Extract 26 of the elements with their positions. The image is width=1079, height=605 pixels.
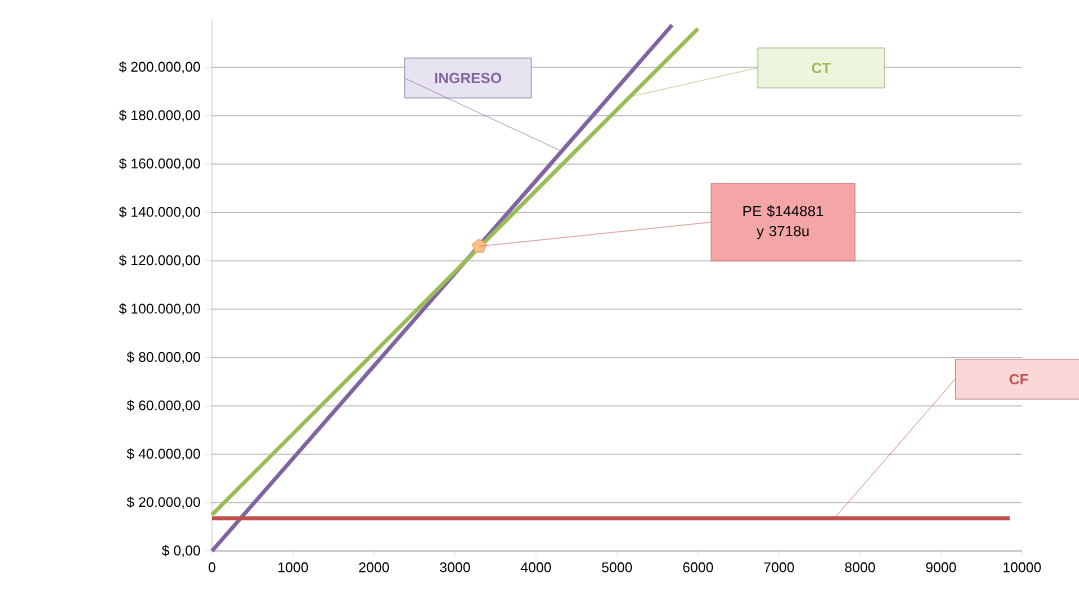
y-tick-label: $ 100.000,00	[119, 303, 201, 316]
text: CF	[1009, 373, 1029, 385]
y-tick-label: $ 20.000,00	[126, 496, 201, 509]
x-tick-label: 6000	[683, 562, 714, 573]
y-tick-label: $ 60.000,00	[126, 399, 201, 412]
annotation: PE $144881 y 3718u	[743, 205, 824, 240]
y-tick-label: $ 80.000,00	[126, 351, 201, 364]
y-tick-label: $ 120.000,00	[119, 254, 201, 267]
x-tick-label: 2000	[359, 562, 390, 573]
x-tick-label: 7000	[764, 562, 795, 573]
text: CT	[811, 62, 831, 74]
x-tick-label: 5000	[602, 562, 633, 573]
y-tick-label: $ 160.000,00	[119, 158, 201, 171]
x-tick-label: 9000	[926, 562, 957, 573]
y-tick-label: $ 180.000,00	[119, 109, 201, 122]
x-tick-label: 10000	[1003, 562, 1041, 573]
y-tick-label: $ 140.000,00	[119, 206, 201, 219]
x-tick-label: 3000	[439, 562, 471, 573]
x-tick-label: 0	[208, 562, 216, 573]
y-tick-label: $ 0,00	[161, 544, 201, 558]
y-tick-label: $ 200.000,00	[119, 61, 201, 74]
x-tick-label: 4000	[520, 562, 552, 573]
text: INGRESO	[435, 72, 502, 84]
y-tick-label: $ 40.000,00	[126, 448, 201, 461]
x-tick-label: 1000	[278, 562, 309, 573]
x-tick-label: 8000	[845, 562, 876, 573]
